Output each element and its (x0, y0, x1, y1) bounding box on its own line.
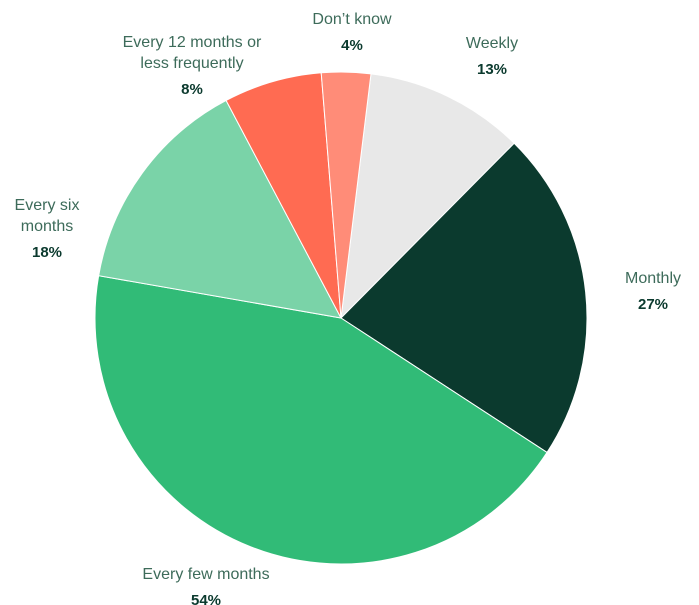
slice-label-weekly: Weekly 13% (466, 35, 518, 78)
pie-slice-monthly (340, 142, 588, 454)
slice-label-line: Weekly (466, 35, 518, 52)
slice-label-line: Monthly (625, 270, 681, 287)
pie-slice-every-few-months (94, 275, 548, 565)
slice-label-line: months (21, 218, 73, 235)
slice-label-every-few-months: Every few months 54% (142, 566, 269, 605)
slice-label-line: Every six (15, 197, 80, 214)
pie-slices (94, 71, 588, 565)
slice-label-line: Don’t know (312, 11, 392, 28)
slice-value-label: 27% (638, 296, 668, 313)
pie-slice-don-t-know (320, 71, 372, 319)
pie-labels: Weekly 13%Monthly 27%Every few months 54%Ev… (15, 11, 681, 605)
slice-value-label: 8% (181, 81, 203, 98)
slice-value-label: 4% (341, 37, 363, 54)
slice-label-every-six-months: Every six months 18% (15, 197, 80, 261)
slice-label-monthly: Monthly 27% (625, 270, 681, 313)
slice-value-label: 13% (477, 61, 507, 78)
slice-value-label: 54% (191, 592, 221, 605)
pie-slice-every-six-months (98, 99, 342, 319)
slice-label-line: less frequently (140, 55, 243, 72)
slice-label-don-t-know: Don’t know 4% (312, 11, 392, 54)
slice-label-line: Every 12 months or (123, 34, 262, 51)
slice-value-label: 18% (32, 244, 62, 261)
slice-label-every-12-months-or-less-frequently: Every 12 months or less frequently 8% (123, 34, 262, 98)
pie-slice-weekly (340, 73, 515, 320)
slice-label-line: Every few months (142, 566, 269, 583)
